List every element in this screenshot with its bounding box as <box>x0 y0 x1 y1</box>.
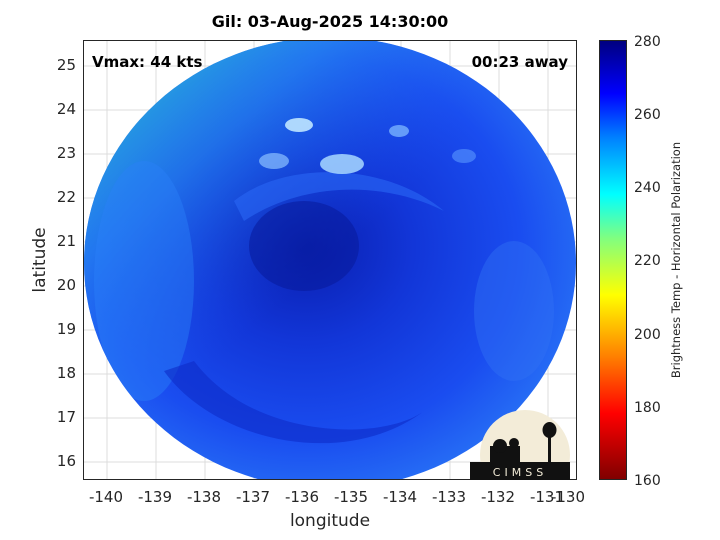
x-tick: -140 <box>88 488 124 506</box>
y-tick: 21 <box>56 232 76 250</box>
logo-text: CIMSS <box>493 466 547 479</box>
colorbar-tick: 180 <box>634 400 661 416</box>
colorbar <box>599 40 627 480</box>
y-tick: 22 <box>56 188 76 206</box>
x-tick: -137 <box>235 488 271 506</box>
y-tick: 16 <box>56 452 76 470</box>
microwave-swath <box>84 41 576 479</box>
y-tick: 23 <box>56 144 76 162</box>
y-axis-label: latitude <box>30 227 50 293</box>
x-tick: -134 <box>382 488 418 506</box>
map-plot-area <box>83 40 577 480</box>
time-away-label: 00:23 away <box>471 53 568 71</box>
y-tick: 25 <box>56 56 76 74</box>
x-tick: -138 <box>186 488 222 506</box>
vmax-label: Vmax: 44 kts <box>92 53 203 71</box>
colorbar-tick: 280 <box>634 34 661 50</box>
x-tick: -135 <box>333 488 369 506</box>
colorbar-tick: 240 <box>634 180 661 196</box>
x-axis-label: longitude <box>289 511 371 531</box>
y-tick: 20 <box>56 276 76 294</box>
map-title: Gil: 03-Aug-2025 14:30:00 <box>211 12 449 31</box>
x-tick: -133 <box>431 488 467 506</box>
x-tick: -139 <box>137 488 173 506</box>
brightness-temperature-map <box>84 41 576 479</box>
y-tick: 17 <box>56 408 76 426</box>
x-tick: -131 <box>529 488 565 506</box>
y-tick: 18 <box>56 364 76 382</box>
y-tick: 19 <box>56 320 76 338</box>
x-tick: -136 <box>284 488 320 506</box>
colorbar-label: Brightness Temp - Horizontal Polarizatio… <box>669 141 683 379</box>
y-tick: 24 <box>56 100 76 118</box>
x-tick: -132 <box>480 488 516 506</box>
x-tick: -130 <box>550 488 586 506</box>
colorbar-tick: 260 <box>634 107 661 123</box>
colorbar-tick: 220 <box>634 253 661 269</box>
colorbar-tick: 200 <box>634 327 661 343</box>
cimss-logo: CIMSS <box>470 410 570 480</box>
colorbar-tick: 160 <box>634 473 661 489</box>
